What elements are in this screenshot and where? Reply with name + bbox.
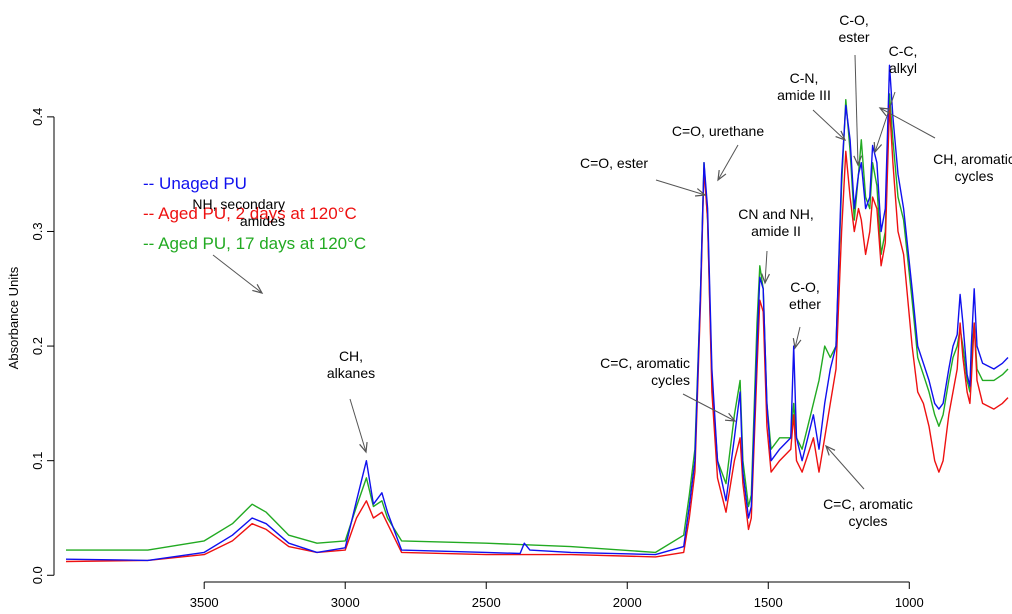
annotation-text: C-O, ester: [838, 12, 869, 45]
y-tick-label: 0.1: [30, 452, 45, 470]
x-tick-label: 1500: [754, 595, 783, 610]
annotation-text: C-C, alkyl: [889, 43, 918, 76]
annotation: C-C, alkyl: [873, 43, 918, 154]
annotation-line: C=C, aromatic: [823, 496, 913, 512]
arrowhead: [792, 338, 802, 350]
annotation-text: CN and NH, amide II: [738, 206, 813, 239]
annotation-text: C-O, ether: [789, 279, 821, 312]
annotation-arrow: [764, 250, 768, 284]
arrowhead: [873, 141, 883, 154]
annotation-text: C=C, aromatic cycles: [823, 496, 913, 529]
y-axis-label: Absorbance Units: [6, 266, 21, 369]
annotation-line: CH, aromatic: [933, 151, 1012, 167]
annotation-line: cycles: [651, 372, 690, 388]
arrowhead: [724, 412, 737, 422]
annotation: NH, secondary amides: [192, 196, 285, 294]
annotation-line: C-O,: [839, 12, 869, 28]
annotation-arrow: [794, 326, 801, 349]
arrowhead: [717, 169, 727, 182]
annotation-text: C=O, ester: [580, 155, 648, 171]
x-tick-label: 3000: [331, 595, 360, 610]
arrowhead: [359, 441, 368, 454]
y-tick-label: 0.3: [30, 222, 45, 240]
annotations: NH, secondary amides CH, alkanes C=O, ester C…: [192, 12, 1012, 529]
arrowhead: [252, 283, 264, 294]
arrowhead: [853, 155, 863, 167]
arrowhead: [824, 444, 836, 456]
annotation-arrow: [212, 254, 263, 294]
annotation: C=C, aromatic cycles: [600, 355, 737, 422]
annotation-text: NH, secondary amides: [192, 196, 285, 229]
annotation-arrow: [717, 144, 739, 181]
annotation-line: cycles: [955, 168, 994, 184]
annotation-line: C-O,: [790, 279, 820, 295]
arrowhead: [835, 130, 847, 142]
annotation: C=O, urethane: [672, 123, 764, 182]
y-tick-label: 0.4: [30, 108, 45, 126]
annotation-line: alkyl: [889, 60, 917, 76]
series-line: [65, 104, 1009, 563]
arrowhead: [761, 273, 770, 285]
annotation-arrow: [812, 109, 846, 141]
annotation-line: C=O, ester: [580, 155, 648, 171]
y-tick-label: 0.0: [30, 566, 45, 584]
annotation-line: amide III: [777, 87, 831, 103]
annotation-text: CH, aromatic cycles: [933, 151, 1012, 184]
x-tick-label: 2500: [472, 595, 501, 610]
annotation-line: C=C, aromatic: [600, 355, 690, 371]
annotation-line: cycles: [849, 513, 888, 529]
annotation-line: ester: [838, 29, 869, 45]
annotation-arrow: [854, 54, 859, 166]
arrowhead: [694, 188, 707, 197]
legend-entry: -- Aged PU, 2 days at 120°C: [143, 204, 357, 223]
legend-entry: -- Unaged PU: [143, 174, 247, 193]
annotation-line: NH, secondary: [192, 196, 285, 212]
y-tick-label: 0.2: [30, 337, 45, 355]
annotation-arrow: [825, 445, 865, 490]
series-line: [66, 93, 1009, 554]
annotation-line: C=O, urethane: [672, 123, 764, 139]
arrowhead: [878, 107, 891, 117]
x-tick-label: 3500: [190, 595, 219, 610]
annotation-line: ether: [789, 296, 821, 312]
annotation-arrow: [682, 393, 736, 422]
x-tick-label: 2000: [613, 595, 642, 610]
legend: -- Unaged PU -- Aged PU, 2 days at 120°C -…: [143, 174, 366, 253]
annotation: C=O, ester: [580, 155, 707, 197]
annotation-line: C-C,: [889, 43, 918, 59]
annotation-arrow: [655, 179, 706, 196]
x-tick-label: 1000: [895, 595, 924, 610]
annotation: C-N, amide III: [777, 70, 847, 142]
series-line: [65, 64, 1009, 562]
annotation-text: CH, alkanes: [327, 348, 375, 381]
annotation-line: alkanes: [327, 365, 375, 381]
annotation-arrow: [879, 107, 936, 139]
annotation: C-O, ester: [838, 12, 870, 167]
annotation: CN and NH, amide II: [738, 206, 814, 285]
annotation: CH, aromatic cycles: [878, 107, 1012, 184]
annotation: CH, alkanes: [327, 348, 375, 454]
annotation-text: C=O, urethane: [672, 123, 764, 139]
annotation-arrow: [349, 398, 367, 453]
annotation-text: C=C, aromatic cycles: [600, 355, 690, 388]
series-layer: [65, 64, 1009, 563]
annotation-arrow: [874, 91, 896, 153]
annotation: C-O, ether: [789, 279, 821, 350]
axes: 3500 3000 2500 2000 1500 1000 0.0 0.1 0.2 0.3 0.4: [30, 108, 924, 610]
annotation-text: C-N, amide III: [777, 70, 831, 103]
annotation: C=C, aromatic cycles: [823, 444, 913, 529]
annotation-line: amides: [240, 213, 285, 229]
annotation-line: C-N,: [790, 70, 819, 86]
annotation-line: CH,: [339, 348, 363, 364]
legend-entry: -- Aged PU, 17 days at 120°C: [143, 234, 366, 253]
annotation-line: amide II: [751, 223, 801, 239]
annotation-line: CN and NH,: [738, 206, 813, 222]
